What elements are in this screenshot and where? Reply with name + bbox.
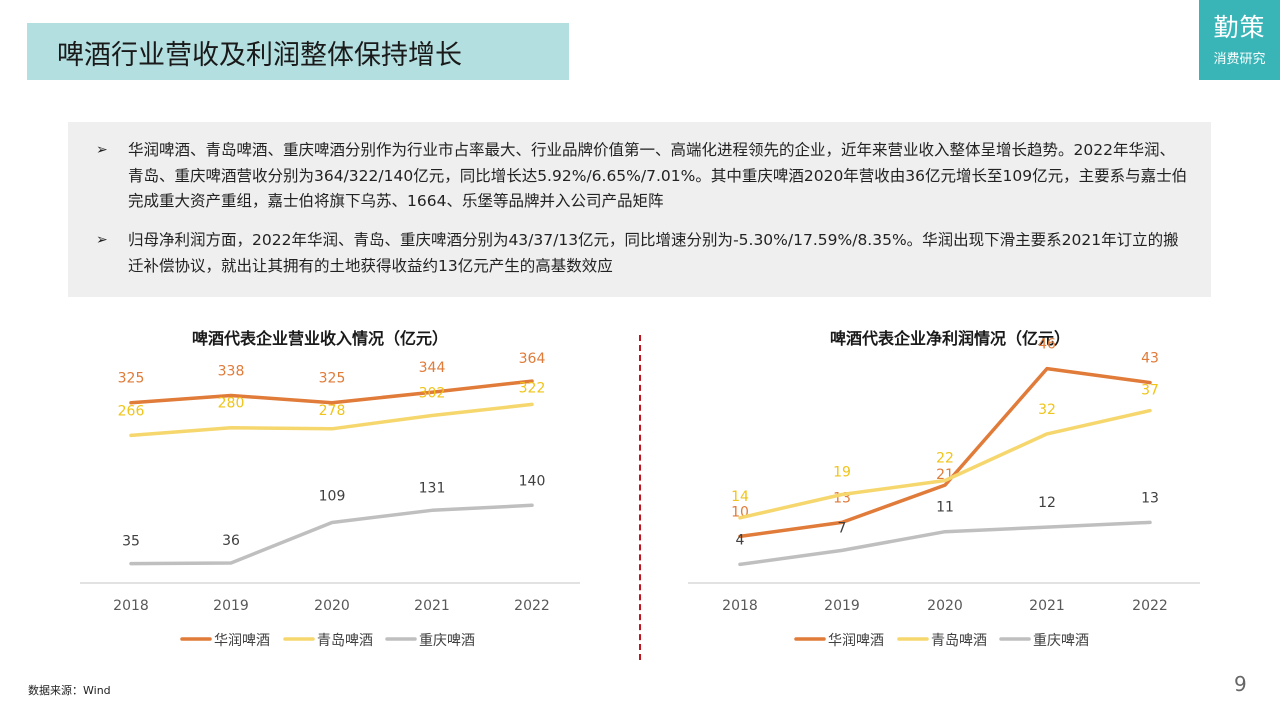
data-source: 数据来源：Wind <box>28 684 111 697</box>
data-label: 12 <box>1038 495 1056 511</box>
x-tick-label: 2022 <box>514 598 550 614</box>
summary-bullet-revenue: ➢ 华润啤酒、青岛啤酒、重庆啤酒分别作为行业市占率最大、行业品牌价值第一、高端化… <box>96 138 1188 215</box>
x-tick-label: 2018 <box>113 598 149 614</box>
data-label: 140 <box>519 473 546 489</box>
logo-sub-text: 消费研究 <box>1213 52 1266 67</box>
data-label: 364 <box>519 351 546 367</box>
data-label: 338 <box>218 363 245 379</box>
series-line-0 <box>129 379 534 405</box>
summary-box: ➢ 华润啤酒、青岛啤酒、重庆啤酒分别作为行业市占率最大、行业品牌价值第一、高端化… <box>68 122 1211 297</box>
data-label: 7 <box>838 520 847 536</box>
series-line-1 <box>129 402 534 438</box>
data-label: 278 <box>319 403 346 419</box>
x-tick-label: 2021 <box>414 598 450 614</box>
revenue-chart-title: 啤酒代表企业营业收入情况（亿元） <box>191 329 448 348</box>
summary-bullet-profit: ➢ 归母净利润方面，2022年华润、青岛、重庆啤酒分别为43/37/13亿元，同… <box>96 228 1188 279</box>
legend-label: 华润啤酒 <box>828 633 884 649</box>
data-label: 280 <box>218 396 245 412</box>
data-label: 11 <box>936 500 954 516</box>
x-tick-label: 2022 <box>1132 598 1168 614</box>
legend-label: 重庆啤酒 <box>419 633 475 649</box>
legend-label: 重庆啤酒 <box>1033 633 1089 649</box>
data-label: 13 <box>1141 490 1159 506</box>
data-label: 46 <box>1038 337 1056 353</box>
x-tick-label: 2020 <box>314 598 350 614</box>
summary-bullet-text: 归母净利润方面，2022年华润、青岛、重庆啤酒分别为43/37/13亿元，同比增… <box>128 231 1179 275</box>
bullet-arrow-icon: ➢ <box>96 142 108 158</box>
legend-label: 华润啤酒 <box>214 633 270 649</box>
x-tick-label: 2019 <box>213 598 249 614</box>
bullet-arrow-icon: ➢ <box>96 232 108 248</box>
data-label: 22 <box>936 450 954 466</box>
series-line-1 <box>738 408 1152 520</box>
data-label: 266 <box>118 403 145 419</box>
title-banner: 啤酒行业营收及利润整体保持增长 <box>27 23 569 80</box>
series-line-0 <box>738 366 1152 539</box>
x-tick-label: 2018 <box>722 598 758 614</box>
data-label: 14 <box>731 489 749 505</box>
data-label: 322 <box>519 380 546 396</box>
legend-label: 青岛啤酒 <box>931 633 987 649</box>
series-line-2 <box>738 520 1152 567</box>
x-tick-label: 2019 <box>824 598 860 614</box>
logo-main-text: 勤策 <box>1213 13 1266 42</box>
summary-bullet-text: 华润啤酒、青岛啤酒、重庆啤酒分别作为行业市占率最大、行业品牌价值第一、高端化进程… <box>128 141 1188 210</box>
data-label: 37 <box>1141 383 1159 399</box>
data-label: 131 <box>419 480 446 496</box>
data-label: 109 <box>319 489 346 505</box>
data-label: 302 <box>419 385 446 401</box>
data-label: 325 <box>118 371 145 387</box>
data-label: 36 <box>222 533 240 549</box>
data-label: 344 <box>419 360 446 376</box>
data-label: 325 <box>319 371 346 387</box>
data-label: 4 <box>736 532 745 548</box>
legend-label: 青岛啤酒 <box>317 633 373 649</box>
brand-logo: 勤策 消费研究 <box>1199 0 1280 80</box>
data-label: 35 <box>122 534 140 550</box>
page-number: 9 <box>1234 672 1247 696</box>
x-tick-label: 2021 <box>1029 598 1065 614</box>
data-label: 19 <box>833 464 851 480</box>
data-label: 43 <box>1141 351 1159 367</box>
page-title: 啤酒行业营收及利润整体保持增长 <box>57 40 462 71</box>
data-label: 32 <box>1038 402 1056 418</box>
x-tick-label: 2020 <box>927 598 963 614</box>
series-line-2 <box>129 503 534 566</box>
profit-chart-title: 啤酒代表企业净利润情况（亿元） <box>829 329 1070 348</box>
chart-divider <box>639 335 641 660</box>
